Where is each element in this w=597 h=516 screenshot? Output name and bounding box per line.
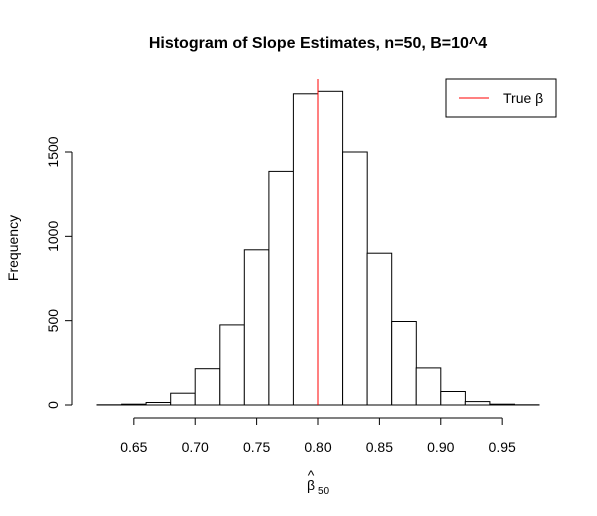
x-tick-label: 0.95 [489,439,516,455]
chart-title: Histogram of Slope Estimates, n=50, B=10… [149,35,487,52]
x-tick-label: 0.70 [182,439,209,455]
histogram-bar [342,151,368,406]
histogram-bar [145,402,172,406]
histogram-bar [464,401,491,406]
y-axis-label: Frequency [5,215,21,281]
histogram-bar [268,170,294,406]
x-tick-label: 0.90 [427,439,454,455]
x-axis: 0.65 0.70 0.75 0.80 0.85 0.90 0.95 [120,417,516,455]
x-axis-label-base: β [307,477,315,493]
x-axis-label-subscript: 50 [318,486,330,497]
histogram-bar [489,403,515,406]
histogram-bars [96,90,540,406]
x-tick-label: 0.75 [243,439,270,455]
x-tick-label: 0.85 [366,439,393,455]
histogram-bar [121,403,147,406]
histogram-bar [366,252,393,406]
x-tick-label: 0.65 [120,439,147,455]
histogram-bar [219,324,245,406]
x-axis-label: ^ β 50 [307,467,330,497]
legend-label: True β [503,90,543,106]
histogram-bar [243,249,270,406]
histogram-bar [170,392,196,406]
y-tick-label: 1500 [45,136,61,167]
histogram-bar [391,321,417,406]
y-tick-label: 1000 [45,221,61,252]
histogram-bar [440,391,466,406]
x-axis-label-hat: ^ [308,467,315,483]
y-axis: 0 500 1000 1500 [45,136,73,409]
histogram-bar [317,90,344,406]
y-tick-label: 500 [45,309,61,333]
histogram-bar [194,368,221,406]
y-tick-label: 0 [45,401,61,409]
histogram-bar [292,93,319,406]
x-tick-label: 0.80 [304,439,331,455]
legend: True β [445,78,557,118]
histogram-bar [415,367,442,406]
